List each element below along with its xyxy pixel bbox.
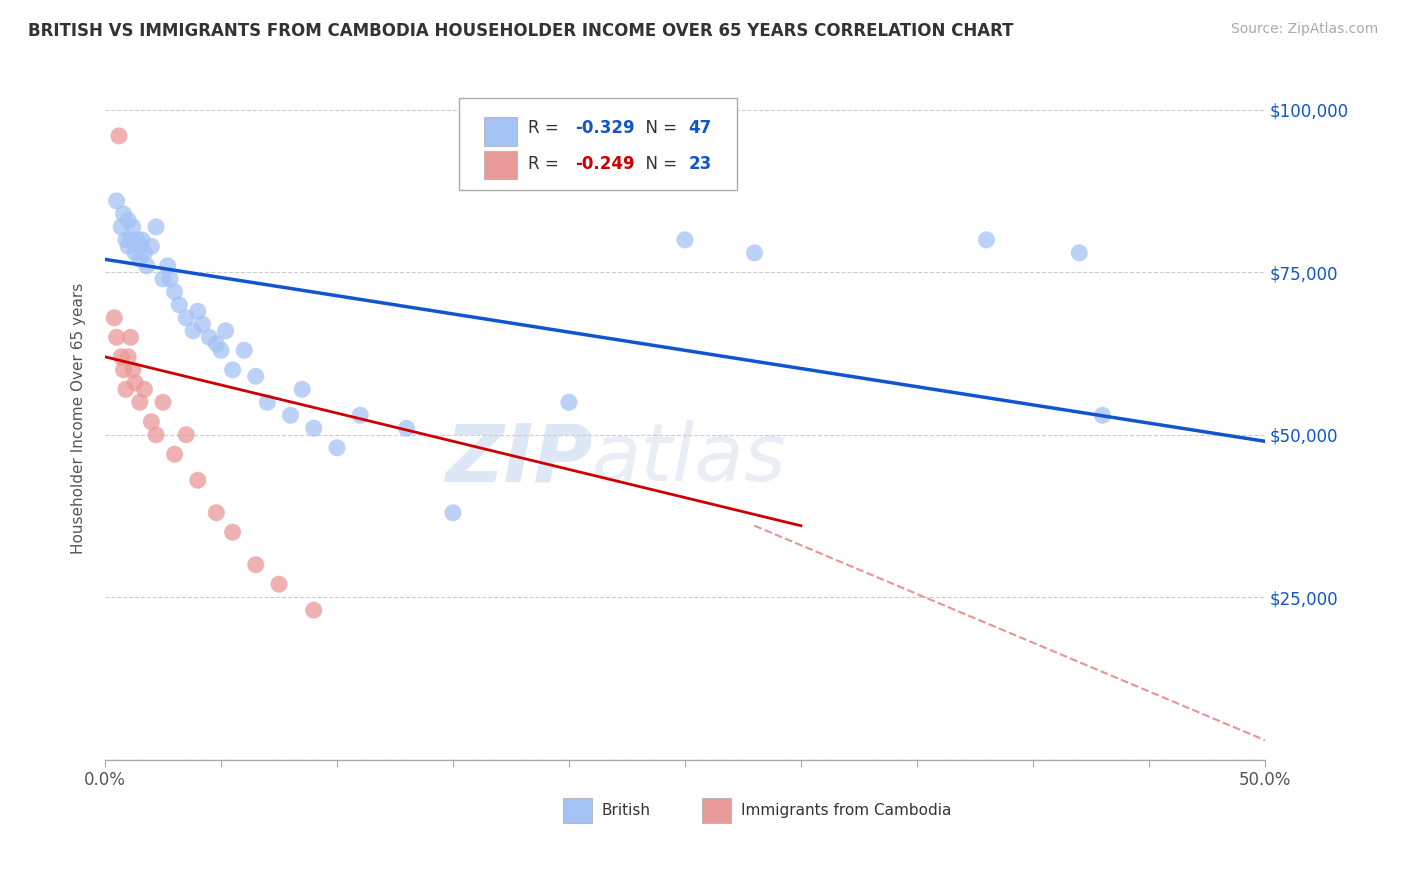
Text: N =: N = bbox=[636, 154, 682, 172]
Point bbox=[145, 219, 167, 234]
Point bbox=[221, 363, 243, 377]
Point bbox=[326, 441, 349, 455]
Point bbox=[128, 395, 150, 409]
Text: -0.329: -0.329 bbox=[575, 120, 634, 137]
Text: BRITISH VS IMMIGRANTS FROM CAMBODIA HOUSEHOLDER INCOME OVER 65 YEARS CORRELATION: BRITISH VS IMMIGRANTS FROM CAMBODIA HOUS… bbox=[28, 22, 1014, 40]
Point bbox=[124, 245, 146, 260]
Point bbox=[128, 252, 150, 267]
Point bbox=[174, 310, 197, 325]
Point bbox=[167, 298, 190, 312]
Point bbox=[115, 233, 138, 247]
Bar bbox=[484, 117, 517, 145]
Bar bbox=[703, 798, 731, 823]
Point bbox=[112, 207, 135, 221]
Bar bbox=[564, 798, 592, 823]
Point bbox=[198, 330, 221, 344]
Point bbox=[163, 447, 186, 461]
Point bbox=[103, 310, 125, 325]
Point bbox=[976, 233, 998, 247]
Point bbox=[135, 259, 157, 273]
Point bbox=[163, 285, 186, 299]
Point bbox=[181, 324, 204, 338]
Point bbox=[134, 245, 156, 260]
Point bbox=[191, 318, 214, 332]
Point bbox=[256, 395, 278, 409]
Point bbox=[291, 382, 314, 396]
Point bbox=[245, 369, 267, 384]
Point bbox=[187, 473, 209, 487]
Point bbox=[209, 343, 232, 358]
Point bbox=[127, 233, 149, 247]
Text: British: British bbox=[602, 804, 651, 818]
Point bbox=[131, 233, 153, 247]
Bar bbox=[484, 151, 517, 179]
Point bbox=[121, 363, 143, 377]
Point bbox=[110, 219, 132, 234]
Text: ZIP: ZIP bbox=[444, 420, 592, 499]
Point bbox=[349, 409, 371, 423]
Point bbox=[302, 421, 325, 435]
Point bbox=[221, 525, 243, 540]
Point bbox=[395, 421, 418, 435]
Text: 47: 47 bbox=[689, 120, 711, 137]
Point bbox=[115, 382, 138, 396]
Point bbox=[117, 350, 139, 364]
Point bbox=[108, 128, 131, 143]
Point bbox=[110, 350, 132, 364]
Text: N =: N = bbox=[636, 120, 682, 137]
Point bbox=[441, 506, 464, 520]
Point bbox=[105, 330, 128, 344]
FancyBboxPatch shape bbox=[458, 98, 737, 190]
Point bbox=[120, 330, 142, 344]
Point bbox=[141, 239, 163, 253]
Point bbox=[233, 343, 256, 358]
Point bbox=[128, 239, 150, 253]
Point bbox=[120, 233, 142, 247]
Text: atlas: atlas bbox=[592, 420, 787, 499]
Text: R =: R = bbox=[529, 154, 564, 172]
Point bbox=[121, 219, 143, 234]
Text: R =: R = bbox=[529, 120, 564, 137]
Point bbox=[124, 376, 146, 390]
Point bbox=[214, 324, 236, 338]
Point bbox=[112, 363, 135, 377]
Point bbox=[280, 409, 302, 423]
Text: Immigrants from Cambodia: Immigrants from Cambodia bbox=[741, 804, 950, 818]
Text: -0.249: -0.249 bbox=[575, 154, 634, 172]
Point bbox=[1069, 245, 1091, 260]
Point bbox=[302, 603, 325, 617]
Point bbox=[156, 259, 179, 273]
Point bbox=[174, 427, 197, 442]
Point bbox=[187, 304, 209, 318]
Point bbox=[673, 233, 696, 247]
Point bbox=[117, 213, 139, 227]
Point bbox=[245, 558, 267, 572]
Point bbox=[159, 272, 181, 286]
Point bbox=[205, 506, 228, 520]
Point bbox=[744, 245, 766, 260]
Point bbox=[141, 415, 163, 429]
Point bbox=[105, 194, 128, 208]
Text: Source: ZipAtlas.com: Source: ZipAtlas.com bbox=[1230, 22, 1378, 37]
Point bbox=[558, 395, 581, 409]
Point bbox=[152, 395, 174, 409]
Point bbox=[134, 382, 156, 396]
Point bbox=[145, 427, 167, 442]
Point bbox=[117, 239, 139, 253]
Point bbox=[1091, 409, 1114, 423]
Point bbox=[205, 336, 228, 351]
Text: 23: 23 bbox=[689, 154, 711, 172]
Point bbox=[152, 272, 174, 286]
Y-axis label: Householder Income Over 65 years: Householder Income Over 65 years bbox=[72, 283, 86, 554]
Point bbox=[267, 577, 290, 591]
